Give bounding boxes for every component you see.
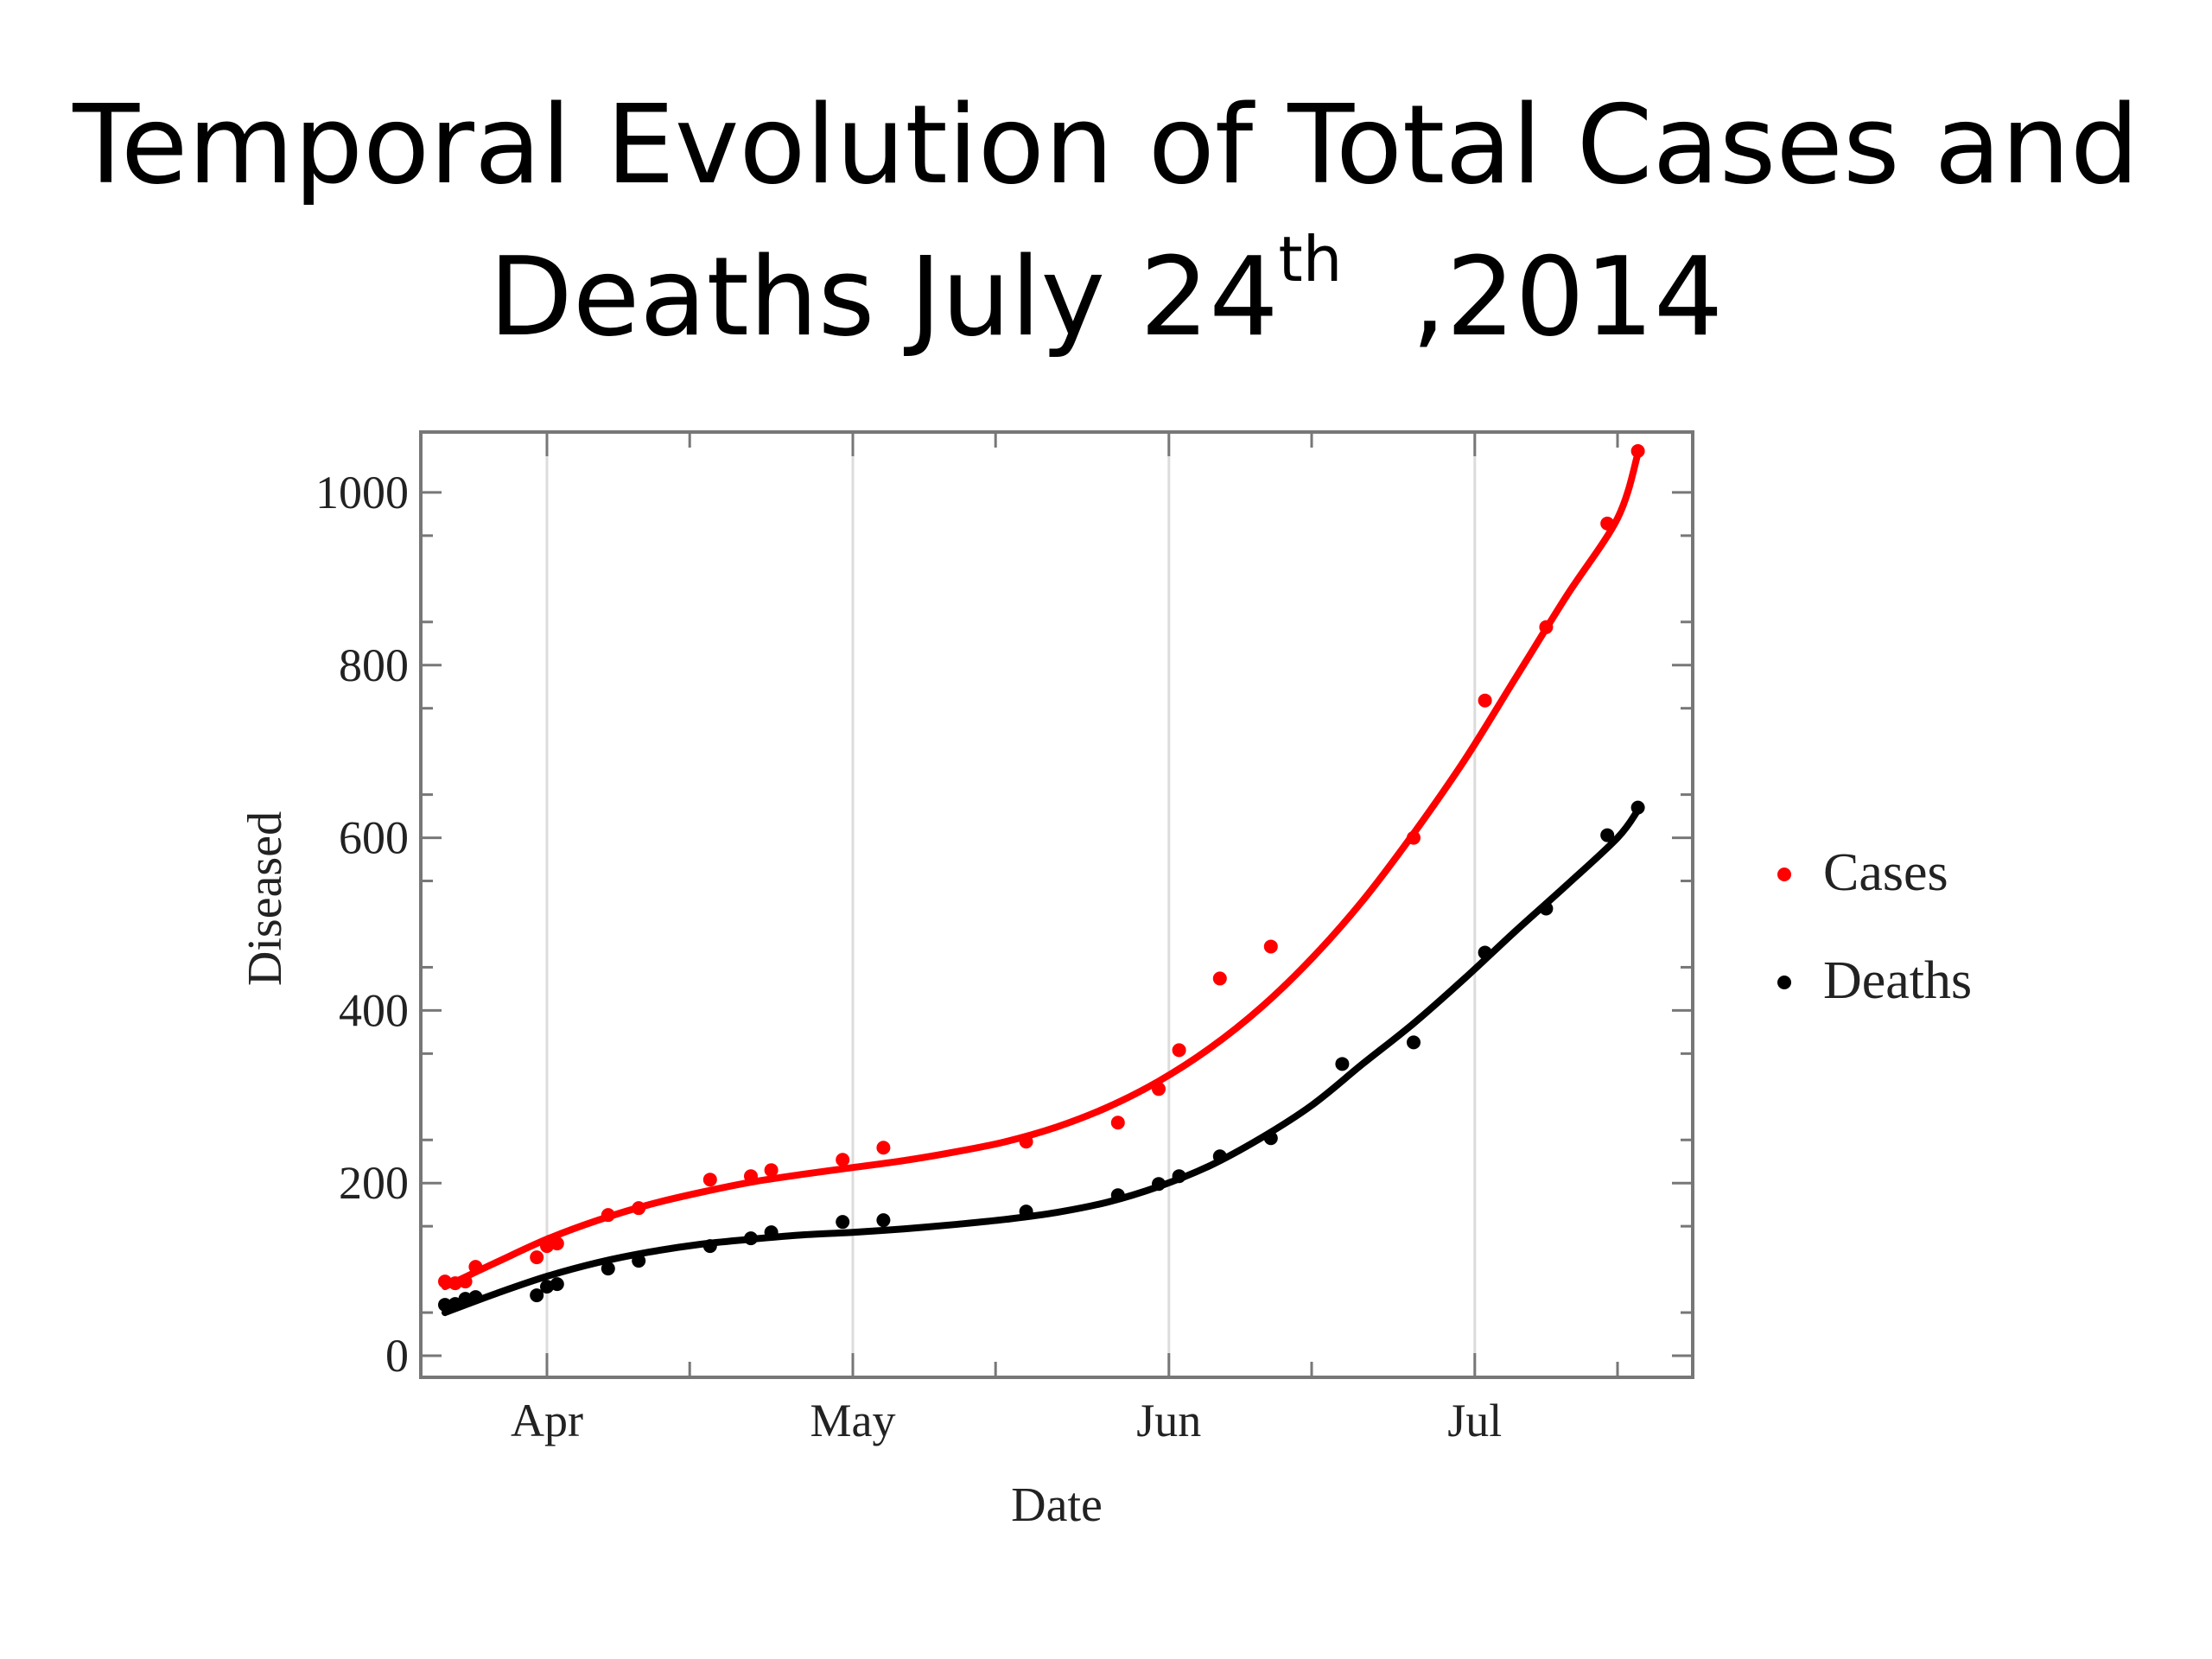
deaths-fit-line: [442, 806, 1642, 1317]
title-line-2: Deaths July 24th ,2014: [0, 221, 2212, 389]
cases-point: [1212, 971, 1227, 986]
cases-point: [1630, 443, 1645, 458]
y-tick-label: 800: [339, 639, 409, 691]
y-tick-label: 200: [339, 1157, 409, 1209]
cases-point: [1019, 1135, 1033, 1149]
deaths-point: [1172, 1169, 1186, 1184]
cases-point: [530, 1250, 544, 1265]
cases-point: [1478, 693, 1492, 708]
cases-point: [836, 1153, 850, 1167]
cases-point: [1152, 1082, 1166, 1096]
cases-point: [1600, 516, 1615, 531]
cases-legend-marker: [1777, 868, 1791, 881]
cases-point: [1539, 620, 1554, 634]
title-line-1: Temporal Evolution of Total Cases and: [73, 81, 2139, 208]
cases-fit-line: [442, 450, 1642, 1291]
y-tick-label: 1000: [315, 467, 409, 518]
deaths-point: [550, 1277, 564, 1292]
deaths-point: [448, 1297, 462, 1312]
deaths-point: [764, 1225, 779, 1240]
deaths-point: [468, 1290, 483, 1305]
cases-point: [1172, 1043, 1186, 1058]
deaths-point: [1478, 945, 1492, 960]
deaths-legend-marker: [1777, 976, 1791, 989]
y-tick-label: 400: [339, 984, 409, 1036]
deaths-point: [1539, 901, 1554, 916]
deaths-point: [1110, 1188, 1125, 1203]
cases-point: [438, 1274, 452, 1289]
deaths-point: [1630, 800, 1645, 815]
cases-point: [601, 1208, 615, 1223]
deaths-point: [876, 1213, 891, 1228]
plot-frame: [419, 430, 1694, 1379]
cases-point: [1263, 939, 1278, 954]
deaths-point: [1407, 1035, 1421, 1050]
deaths-point: [438, 1298, 452, 1313]
cases-point: [632, 1201, 646, 1216]
x-tick-label: Jul: [1447, 1395, 1502, 1446]
deaths-point: [632, 1254, 646, 1268]
deaths-point: [1212, 1149, 1227, 1164]
slide-title: Temporal Evolution of Total Cases and De…: [0, 69, 2212, 389]
cases-point: [876, 1141, 891, 1155]
cases-point: [550, 1236, 564, 1251]
y-tick-label: 600: [339, 812, 409, 864]
cases-point: [744, 1169, 758, 1184]
y-tick-label: 0: [385, 1330, 409, 1382]
cases-point: [764, 1163, 779, 1178]
cases-point: [702, 1173, 717, 1187]
deaths-point: [1263, 1131, 1278, 1146]
cases-legend-label: Cases: [1823, 843, 1948, 902]
deaths-point: [702, 1239, 717, 1254]
title-superscript: th: [1278, 223, 1343, 296]
cases-point: [458, 1274, 473, 1289]
deaths-legend-label: Deaths: [1823, 951, 1972, 1010]
x-tick-label: Jun: [1136, 1395, 1201, 1446]
legend: Cases Deaths: [1777, 843, 1972, 1010]
x-tick-label: May: [810, 1395, 896, 1446]
deaths-point: [836, 1215, 850, 1230]
x-tick-label: Apr: [511, 1395, 583, 1446]
cases-point: [448, 1276, 462, 1291]
x-axis-label: Date: [1011, 1478, 1103, 1532]
deaths-point: [1600, 828, 1615, 842]
y-axis-label: Diseased: [238, 811, 292, 986]
series-layer: [438, 443, 1645, 1317]
deaths-point: [458, 1292, 473, 1306]
cases-point: [468, 1260, 483, 1274]
deaths-point: [744, 1231, 758, 1246]
deaths-point: [1019, 1205, 1033, 1219]
title-line-2-main: Deaths July 24: [488, 233, 1279, 360]
cases-point: [1407, 830, 1421, 845]
deaths-point: [1335, 1057, 1350, 1071]
title-line-2-end: ,2014: [1342, 233, 1724, 360]
cases-point: [1110, 1116, 1125, 1130]
ticks-layer: Apr May Jun Jul 0 200 400 600 800 1000: [315, 432, 1693, 1446]
deaths-point: [1152, 1177, 1166, 1192]
deaths-point: [601, 1262, 615, 1276]
grid-layer: [545, 432, 1477, 1377]
deaths-point: [530, 1288, 544, 1303]
